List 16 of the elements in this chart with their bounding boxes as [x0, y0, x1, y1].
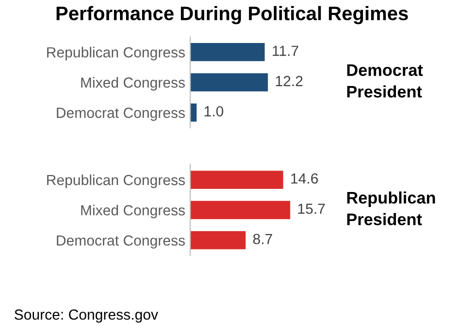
- data-label: 14.6: [291, 173, 318, 184]
- data-label: 12.2: [276, 76, 302, 86]
- y-tick-label: Republican Congress: [47, 174, 185, 188]
- y-tick-label: Republican Congress: [47, 46, 185, 60]
- text: Republican President: [347, 191, 435, 226]
- data-label: 1.0: [204, 106, 224, 116]
- y-tick-label: Democrat Congress: [56, 108, 185, 121]
- data-label: 11.7: [272, 46, 298, 56]
- y-tick-label: Mixed Congress: [81, 204, 185, 218]
- y-tick-label: Democrat Congress: [56, 235, 185, 249]
- text: Democrat President: [347, 64, 423, 98]
- data-label: 15.7: [298, 204, 325, 214]
- data-label: 8.7: [253, 234, 272, 244]
- chart-title: Performance During Political Regimes: [56, 6, 408, 24]
- y-tick-label: Mixed Congress: [81, 77, 185, 91]
- source-note: Source: Congress.gov: [14, 309, 158, 323]
